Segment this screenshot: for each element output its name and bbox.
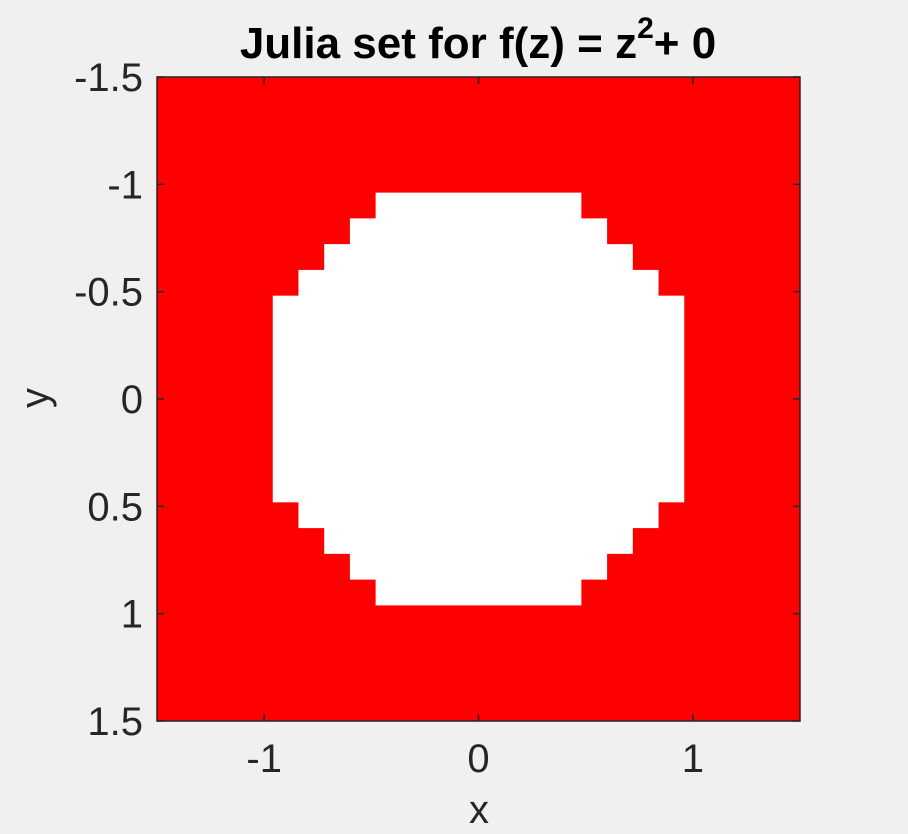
- bounded-region: [272, 192, 685, 606]
- bounded-row-3: [298, 269, 659, 297]
- bounded-row-5: [298, 501, 659, 529]
- bounded-row-1: [349, 218, 608, 245]
- y-axis: -1.5 -1 -0.5 0 0.5 1 1.5: [74, 56, 800, 744]
- chart-title-suffix: + 0: [654, 19, 716, 68]
- y-tick-label: 0: [121, 378, 143, 422]
- bounded-row-4: [272, 295, 685, 503]
- y-tick-label: -1: [107, 163, 143, 207]
- bounded-row-2: [324, 244, 633, 271]
- x-tick-label: 0: [467, 737, 489, 781]
- y-tick-label: -1.5: [74, 56, 143, 100]
- chart-title-exponent: 2: [637, 12, 654, 45]
- chart-title-prefix: Julia set for f(z) = z: [240, 19, 637, 68]
- y-tick-label: 1: [121, 593, 143, 637]
- bounded-row-7: [349, 553, 608, 580]
- chart-title: Julia set for f(z) = z2+ 0: [240, 12, 716, 68]
- y-axis-label: y: [13, 388, 57, 408]
- bounded-row-8: [375, 579, 582, 606]
- y-tick-label: 1.5: [87, 700, 143, 744]
- x-axis: -1 0 1: [246, 77, 704, 781]
- x-axis-label: x: [469, 788, 489, 832]
- x-tick-label: 1: [682, 737, 704, 781]
- bounded-row-0: [375, 192, 582, 219]
- y-tick-label: -0.5: [74, 271, 143, 315]
- x-tick-label: -1: [246, 737, 282, 781]
- y-tick-label: 0.5: [87, 485, 143, 529]
- bounded-row-6: [324, 527, 633, 554]
